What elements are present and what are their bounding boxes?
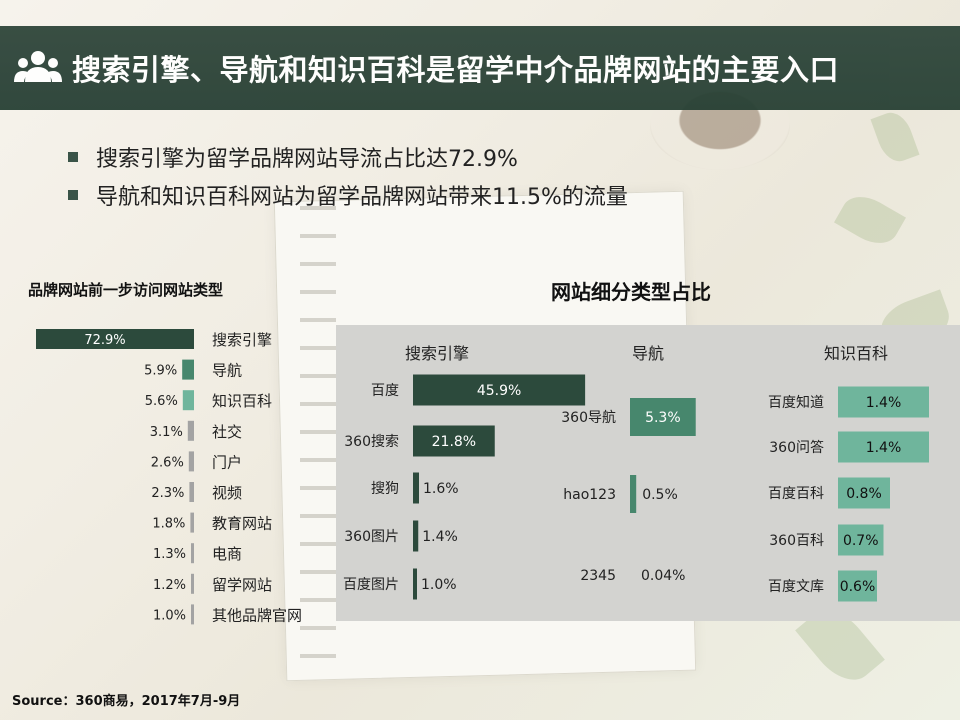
bar-搜狗 (413, 472, 419, 504)
category-label: 知识百科 (212, 392, 272, 410)
bar-value-label: 0.5% (642, 487, 678, 503)
category-label: 电商 (212, 545, 242, 563)
bar-value-label: 1.0% (421, 577, 457, 593)
bar-百度百科 (838, 477, 890, 509)
bar-hao123 (630, 475, 637, 513)
bar-value-label: 0.04% (641, 568, 685, 584)
bar-360问答 (838, 431, 929, 463)
source-note: Source：360商易，2017年7月-9月 (12, 694, 241, 709)
category-label: 社交 (212, 423, 242, 441)
bar-value-label: 1.4% (422, 529, 458, 545)
bar-360图片 (413, 520, 419, 552)
category-label: 教育网站 (212, 515, 272, 533)
users-icon (14, 51, 62, 82)
bar-百度图片 (413, 568, 417, 600)
bar-视频 (189, 482, 194, 502)
bar-value-label: 1.8% (152, 517, 185, 532)
category-label: 360问答 (769, 439, 824, 456)
right-chart-title: 网站细分类型占比 (551, 280, 711, 304)
bar-value-label: 0.8% (846, 486, 882, 502)
category-label: 360导航 (561, 410, 616, 426)
category-label: 留学网站 (212, 576, 272, 594)
category-label: 百度 (371, 383, 399, 399)
bar-门户 (188, 451, 194, 472)
group-heading-search: 搜索引擎 (405, 344, 470, 363)
left-bar-chart: 72.9% 搜索引擎 5.9% 导航 5.6% 知识百科 3.1% 社交 2.6% 门户 2.3% 视… (36, 329, 302, 625)
bar-其他品牌官网 (191, 604, 194, 625)
background-leaf (870, 107, 920, 167)
bar-value-label: 0.6% (840, 579, 876, 595)
bullet-item: 导航和知识百科网站为留学品牌网站带来11.5%的流量 (68, 176, 628, 214)
bar-value-label: 1.4% (866, 440, 902, 456)
bar-360百科 (838, 524, 884, 556)
bar-value-label: 5.6% (145, 394, 178, 409)
group-heading-encyclopedia: 知识百科 (824, 344, 889, 363)
category-label: 360图片 (344, 529, 399, 545)
bar-value-label: 1.3% (153, 547, 186, 562)
bar-电商 (191, 543, 194, 564)
title-bar: 搜索引擎、导航和知识百科是留学中介品牌网站的主要入口 (0, 26, 960, 110)
category-label: 视频 (212, 484, 242, 502)
bullet-list: 搜索引擎为留学品牌网站导流占比达72.9% 导航和知识百科网站为留学品牌网站带来… (68, 138, 628, 214)
category-label: 百度百科 (768, 486, 824, 502)
category-label: 门户 (212, 453, 242, 471)
bar-value-label: 45.9% (477, 383, 521, 399)
background-notebook-rings (300, 190, 336, 660)
category-label: 360百科 (769, 533, 824, 549)
bar-value-label: 2.6% (151, 455, 184, 470)
bar-value-label: 72.9% (84, 333, 125, 348)
category-label: 百度图片 (343, 577, 399, 593)
page-title: 搜索引擎、导航和知识百科是留学中介品牌网站的主要入口 (72, 53, 840, 87)
bar-value-label: 21.8% (432, 434, 476, 450)
left-chart-title: 品牌网站前一步访问网站类型 (28, 281, 224, 299)
bar-value-label: 0.7% (843, 533, 879, 549)
bullet-square-icon (68, 152, 78, 162)
bullet-text: 搜索引擎为留学品牌网站导流占比达72.9% (96, 147, 518, 172)
bar-导航 (182, 359, 194, 380)
bullet-item: 搜索引擎为留学品牌网站导流占比达72.9% (68, 138, 628, 176)
bar-教育网站 (190, 512, 194, 533)
bullet-text: 导航和知识百科网站为留学品牌网站带来11.5%的流量 (96, 185, 628, 210)
bar-百度 (413, 374, 586, 406)
bar-value-label: 1.4% (866, 395, 902, 411)
category-label: 其他品牌官网 (212, 606, 302, 624)
bullet-square-icon (68, 190, 78, 200)
background-leaf (834, 187, 906, 253)
bar-百度知道 (838, 386, 929, 418)
bar-搜索引擎 (36, 329, 194, 349)
category-label: 360搜索 (344, 433, 399, 450)
bar-value-label: 5.3% (645, 410, 681, 426)
bar-value-label: 1.0% (153, 608, 186, 623)
group-heading-navigation: 导航 (632, 344, 665, 363)
bar-360搜索 (413, 425, 495, 457)
bar-360导航 (630, 398, 696, 436)
bar-value-label: 3.1% (150, 425, 183, 440)
bar-留学网站 (191, 573, 194, 594)
category-label: 导航 (212, 362, 242, 380)
category-label: hao123 (563, 487, 616, 503)
bar-社交 (187, 420, 194, 441)
bar-百度文库 (838, 570, 877, 602)
bar-知识百科 (182, 390, 194, 411)
bar-value-label: 2.3% (151, 486, 184, 501)
category-label: 2345 (580, 568, 616, 584)
bar-value-label: 1.2% (153, 578, 186, 593)
category-label: 搜索引擎 (212, 331, 272, 349)
category-label: 百度知道 (768, 394, 824, 411)
bar-value-label: 1.6% (423, 481, 459, 497)
bar-value-label: 5.9% (144, 364, 177, 379)
category-label: 搜狗 (371, 481, 399, 497)
category-label: 百度文库 (768, 579, 824, 595)
right-bar-chart: 百度 45.9% 360搜索 21.8% 搜狗 1.6% 360图片 1.4% 百度图片 1.0%… (343, 374, 929, 602)
